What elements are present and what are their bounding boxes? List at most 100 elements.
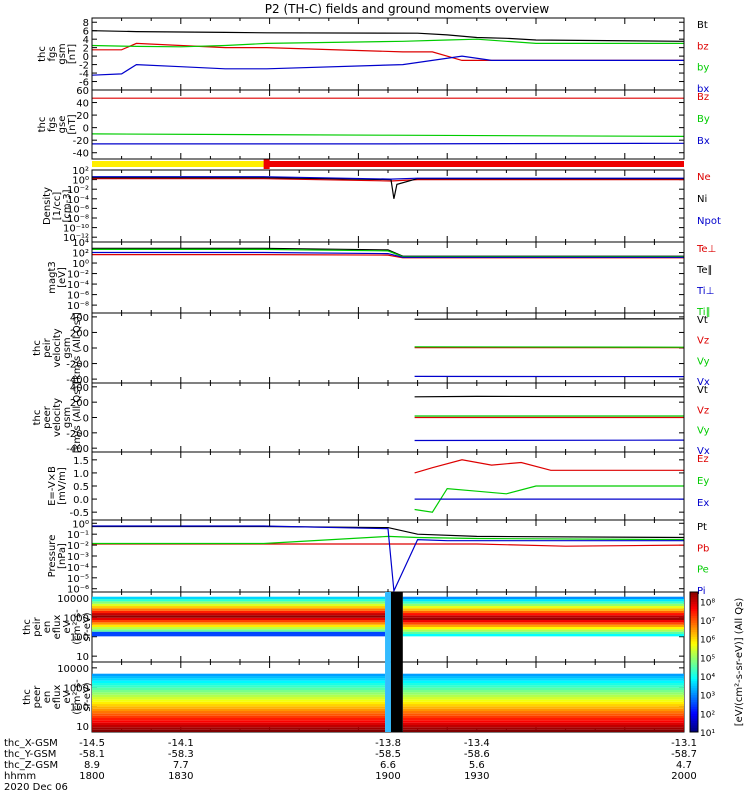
y-tick-label: 10⁴ (72, 238, 89, 249)
panel-pressure: Pressure [nPa] 10⁰10⁻¹10⁻²10⁻³10⁻⁴10⁻⁵10⁻⁶… (47, 519, 709, 597)
spectrogram-cell (92, 704, 386, 707)
spectrogram-cell (92, 678, 386, 681)
y-tick-label: 10000 (57, 664, 89, 675)
spectrogram-cell (402, 727, 684, 730)
y-tick-label: -40 (73, 149, 89, 160)
legend-entry: Vt (697, 385, 708, 396)
colorbar-swatch (690, 685, 698, 689)
y-axis-label: eflux (52, 615, 63, 640)
y-axis-label: gsm (62, 337, 73, 358)
spectrogram-cell (92, 624, 386, 628)
spectrogram-cell (92, 622, 386, 625)
spectrogram-cell (402, 694, 684, 698)
y-tick-label: 1000 (64, 613, 89, 624)
colorbar-swatch (690, 699, 698, 703)
y-axis-label: thc (32, 410, 43, 426)
colorbar-swatch (690, 622, 698, 626)
spectrogram-cell (92, 601, 386, 604)
spectrogram-cell (402, 722, 684, 726)
y-axis-label: [nT] (67, 44, 78, 64)
spectrogram-cell (402, 711, 684, 714)
colorbar-swatch (690, 601, 698, 605)
spectrogram-cell (92, 701, 386, 705)
y-tick-label: 4 (83, 35, 89, 46)
spectrogram-cell (402, 615, 684, 618)
y-tick-label: 10⁻⁴ (67, 280, 89, 291)
colorbar-swatch (690, 678, 698, 682)
colorbar-swatch (690, 643, 698, 647)
legend-entry: Ti⊥ (696, 286, 714, 297)
y-axis-label: [mV/m] (57, 467, 68, 505)
colorbar-swatch (690, 701, 698, 705)
colorbar-tick-label: 10⁸ (700, 598, 715, 608)
y-tick-label: 10⁻⁸ (67, 214, 89, 225)
colorbar-swatch (690, 680, 698, 684)
y-axis-label: (cm²-s- (72, 679, 83, 715)
series-Pb (92, 543, 685, 547)
y-axis-label: en (42, 691, 53, 704)
colorbar: 10⁸ 10⁷ 10⁶ 10⁵ 10⁴ 10³ 10² 10¹ [eV/(cm²-s-sr-eV… (689, 591, 745, 739)
footer-value: 1830 (168, 771, 193, 782)
colorbar-frame (689, 591, 699, 733)
footer-value: 8.9 (84, 760, 100, 771)
y-tick-label: 100 (70, 633, 89, 644)
y-tick-label: 10⁻¹² (63, 233, 89, 244)
footer-value: -58.6 (464, 749, 490, 760)
y-tick-label: 0.5 (73, 482, 89, 493)
y-tick-label: 2 (83, 44, 89, 55)
y-tick-label: 10² (72, 166, 89, 177)
colorbar-swatch (690, 694, 698, 698)
y-tick-label: 8 (83, 18, 89, 29)
y-tick-label: 10⁻⁵ (67, 574, 89, 585)
spectrogram-cell (402, 687, 684, 691)
footer-value: -13.8 (375, 738, 401, 749)
series-Pi (92, 525, 684, 594)
spectrogram-cell (402, 713, 684, 716)
y-tick-label: 0 (83, 344, 89, 355)
y-axis-label: peir (42, 337, 53, 357)
colorbar-swatch (690, 620, 698, 623)
y-tick-label: 1000 (64, 683, 89, 694)
footer-row-label: thc_Y-GSM (4, 749, 56, 760)
spectrogram-peer_spectrogram (92, 662, 684, 732)
colorbar-swatch (690, 687, 698, 691)
footer-value: -58.5 (375, 749, 401, 760)
colorbar-swatch (690, 613, 698, 616)
spectrogram-cell (92, 711, 386, 714)
colorbar-swatch (690, 624, 698, 628)
legend-entry: Pi (697, 586, 706, 597)
y-axis-label: eflux (52, 685, 63, 710)
y-axis-label: eV (62, 690, 73, 703)
y-axis-label: thc (22, 689, 33, 705)
colorbar-swatch (690, 615, 698, 619)
legend-entry: Vt (697, 315, 708, 326)
spectrogram-cell (92, 617, 386, 621)
spectrogram-peir_spectrogram (92, 592, 684, 662)
spectrogram-cell (92, 596, 386, 600)
y-tick-label: 60 (76, 86, 89, 97)
y-axis-label: gse (57, 116, 68, 134)
spectrogram-cell (402, 599, 684, 602)
spectrogram-cell (402, 683, 684, 686)
colorbar-swatch (690, 645, 698, 649)
y-axis-label: fgs (47, 117, 58, 132)
y-tick-label: -6 (79, 78, 89, 89)
spectrogram-cell (402, 620, 684, 623)
y-axis-label: thc (32, 340, 43, 356)
colorbar-swatch (690, 608, 698, 612)
colorbar-swatch (690, 641, 698, 644)
spectrogram-cell (402, 673, 684, 677)
colorbar-swatch (690, 655, 698, 658)
colorbar-swatch (690, 725, 698, 728)
colorbar-swatch (690, 592, 698, 595)
spectrogram-cell (92, 683, 386, 686)
y-tick-label: 10 (76, 722, 89, 733)
spectrogram-cell (402, 624, 684, 628)
y-axis-label: thc (37, 46, 48, 62)
spectrogram-transition (385, 592, 391, 662)
panel-peer_velocity: thc peer velocity gsm [km/s (All Qs)]400 200 0… (32, 382, 710, 457)
y-axis-label: thc (37, 117, 48, 133)
